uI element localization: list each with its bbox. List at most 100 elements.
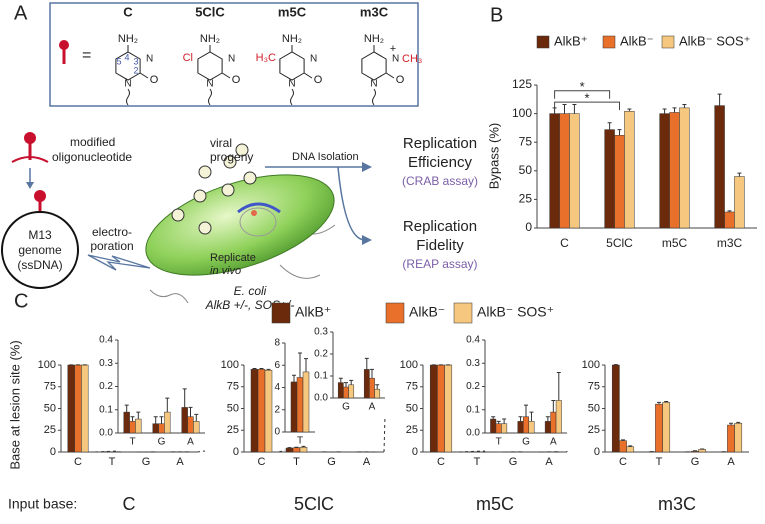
label: (CRAB assay): [402, 174, 478, 188]
error-bar: [292, 374, 296, 382]
label: poration: [90, 239, 133, 253]
lollipop: [59, 40, 69, 50]
error-bar: [545, 416, 550, 422]
error-bar: [252, 367, 257, 370]
y-tick-label: 50: [44, 402, 56, 414]
bar: [544, 421, 551, 434]
ring-number: 4: [124, 52, 129, 62]
y-tick-label: 4: [274, 382, 280, 393]
bar: [290, 381, 298, 433]
atom: N: [124, 79, 131, 90]
bar: [734, 176, 745, 229]
error-bar: [502, 418, 507, 424]
label: modified: [70, 135, 115, 149]
error-bar: [194, 413, 199, 422]
y-tick-label: 100: [38, 359, 56, 371]
atom: N: [370, 79, 377, 90]
bar: [129, 421, 136, 434]
x-tick-label: T: [129, 437, 135, 448]
x-tick-label: G: [342, 402, 350, 413]
bond: [385, 72, 395, 79]
substituent: CH₃: [402, 53, 422, 65]
legend-swatch: [271, 302, 291, 324]
error-bar: [364, 357, 369, 370]
error-bar: [562, 103, 567, 114]
error-bar: [736, 421, 741, 424]
legend-label: AlkB⁻: [409, 304, 445, 320]
label: viral: [210, 136, 232, 150]
bar: [152, 423, 159, 434]
error-bar: [182, 388, 187, 408]
error-bar: [298, 352, 302, 378]
error-bar: [737, 172, 742, 177]
bar: [523, 416, 529, 434]
x-tick-label: G: [142, 456, 151, 468]
zoom-guide: [278, 415, 386, 453]
bar: [517, 421, 524, 434]
panel-label: C: [14, 290, 28, 312]
arrow-head: [26, 182, 34, 189]
y-tick-label: 100: [512, 106, 532, 120]
y-tick-label: 75: [519, 134, 533, 148]
bar: [550, 411, 557, 434]
x-tick-label: A: [550, 437, 557, 448]
error-bar: [304, 358, 308, 372]
legend-swatch: [536, 35, 550, 49]
bar: [369, 377, 375, 399]
y-tick-label: 0: [50, 446, 56, 458]
x-tick-label: C: [258, 456, 266, 468]
error-bar: [664, 401, 669, 403]
bar: [724, 211, 735, 229]
bar: [437, 364, 445, 453]
label: E. coli: [234, 284, 267, 298]
bar: [74, 364, 82, 453]
error-bar: [266, 368, 271, 371]
ring-number: 5: [116, 56, 121, 66]
bar: [549, 113, 560, 229]
bar: [374, 388, 381, 399]
error-bar: [662, 108, 667, 114]
bar: [662, 402, 671, 453]
x-tick-label: A: [176, 456, 184, 468]
atom: N: [206, 79, 213, 90]
panel-label: A: [14, 2, 28, 24]
x-tick-label: G: [691, 456, 700, 468]
bar: [444, 364, 453, 453]
x-tick-label: A: [363, 456, 371, 468]
y-tick-label: 0: [525, 220, 532, 234]
bar: [187, 416, 194, 434]
error-bar: [617, 129, 622, 136]
error-bar: [717, 93, 722, 106]
plasmid: [239, 207, 277, 237]
y-tick-label: 50: [588, 402, 600, 414]
bar: [495, 423, 502, 434]
label: in vivo: [210, 265, 241, 277]
bond: [139, 72, 149, 79]
bar: [181, 407, 188, 434]
error-bar: [159, 416, 164, 424]
atom: N: [392, 54, 399, 65]
label: oligonucleotide: [52, 150, 132, 164]
y-tick-label: 25: [406, 424, 418, 436]
error-bar: [529, 411, 534, 422]
error-bar: [188, 406, 193, 417]
y-tick-label: 6: [274, 360, 280, 371]
y-tick-label: 8: [274, 338, 280, 349]
y-tick-label: 0: [594, 446, 600, 458]
label: Replication: [403, 218, 477, 235]
label: Fidelity: [416, 237, 464, 254]
lightning: [87, 254, 151, 271]
x-tick-label: C: [560, 236, 569, 250]
ring: [197, 51, 223, 81]
y-tick-label: 75: [44, 381, 56, 393]
error-bar: [628, 445, 633, 447]
y-axis-label: Base at lesion site (%): [7, 340, 22, 469]
legend-label: AlkB⁺: [554, 33, 588, 48]
atom: O: [314, 74, 323, 86]
label: Efficiency: [408, 154, 472, 171]
x-tick-label: G: [509, 456, 518, 468]
label: electro-: [92, 225, 132, 239]
atom: N: [228, 54, 235, 65]
bar: [135, 418, 142, 434]
